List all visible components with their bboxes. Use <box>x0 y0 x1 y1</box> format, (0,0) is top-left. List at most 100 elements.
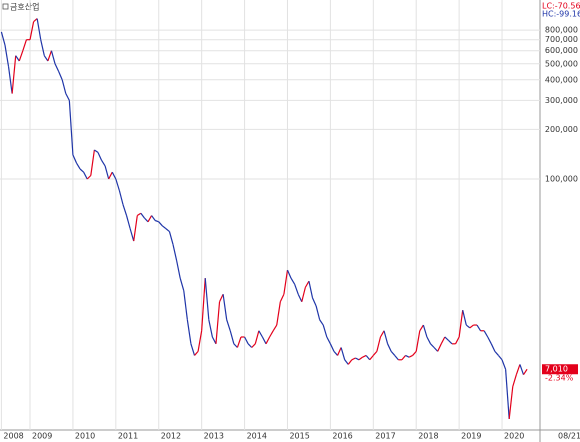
price-segment <box>365 355 371 361</box>
x-tick-label: 2019 <box>461 432 481 441</box>
x-tick-label: 2008 <box>3 432 23 441</box>
x-tick-label: 2011 <box>118 432 138 441</box>
price-segment <box>440 336 446 345</box>
price-segment <box>236 336 242 348</box>
price-segment <box>401 355 406 361</box>
price-segment <box>272 324 278 332</box>
price-segment <box>226 319 231 331</box>
price-segment <box>494 350 499 356</box>
x-tick-label: 2017 <box>375 432 395 441</box>
price-segment <box>351 357 356 361</box>
price-segment <box>261 336 267 345</box>
price-segment <box>4 44 10 67</box>
price-box <box>542 364 578 375</box>
price-segment <box>297 293 303 302</box>
price-segment <box>204 278 210 320</box>
price-segment <box>125 215 131 229</box>
price-segment <box>369 355 374 361</box>
x-end-label: 08/21 <box>558 432 580 441</box>
x-tick-label: 2015 <box>289 432 309 441</box>
price-segment <box>465 324 471 329</box>
lc-label: LC:-70.56 <box>542 2 580 11</box>
price-segment <box>355 357 360 361</box>
price-segment <box>344 359 349 365</box>
price-segment <box>469 324 474 329</box>
price-segment <box>447 339 453 345</box>
price-segment <box>194 350 199 356</box>
price-segment <box>83 171 88 180</box>
price-segment <box>111 171 117 180</box>
price-segment <box>408 354 413 358</box>
price-segment <box>147 215 153 223</box>
price-segment <box>387 343 392 352</box>
price-segment <box>519 364 525 375</box>
price-segment <box>40 39 45 56</box>
y-tick-label: 500,000 <box>545 59 578 68</box>
price-segment <box>498 355 503 361</box>
price-segment <box>29 21 35 40</box>
price-segment <box>419 324 424 332</box>
y-tick-label: 600,000 <box>545 46 578 55</box>
price-segment <box>512 374 517 387</box>
price-segment <box>0 31 6 46</box>
price-segment <box>501 359 507 370</box>
price-segment <box>118 190 124 205</box>
price-segment <box>68 100 74 155</box>
price-segment <box>172 244 178 261</box>
price-segment <box>458 310 464 338</box>
price-segment <box>412 350 417 356</box>
price-segment <box>254 330 260 344</box>
price-segment <box>33 18 38 23</box>
price-segment <box>90 149 95 176</box>
price-segment <box>7 66 13 94</box>
price-segment <box>233 343 238 348</box>
price-segment <box>79 168 85 173</box>
price-segment <box>487 336 492 345</box>
price-segment <box>476 324 482 332</box>
price-segment <box>362 354 367 358</box>
price-segment <box>11 55 17 94</box>
price-segment <box>22 39 28 51</box>
change-label: -2.34% <box>545 374 574 383</box>
price-segment <box>265 336 271 345</box>
price-segment <box>43 55 49 62</box>
price-segment <box>61 79 67 94</box>
y-tick-label: 800,000 <box>545 26 578 35</box>
price-segment <box>279 293 285 302</box>
price-segment <box>54 63 60 72</box>
x-tick-label: 2010 <box>75 432 95 441</box>
price-segment <box>151 215 156 221</box>
price-segment <box>208 319 213 338</box>
price-segment <box>383 330 389 344</box>
price-segment <box>86 175 92 180</box>
price-segment <box>462 310 467 326</box>
x-tick-label: 2018 <box>418 432 438 441</box>
x-tick-label: 2014 <box>247 432 267 441</box>
y-tick-label: 200,000 <box>545 125 578 134</box>
price-segment <box>179 278 185 291</box>
price-segment <box>104 165 110 180</box>
price-segment <box>433 347 439 352</box>
price-segment <box>426 336 432 345</box>
x-tick-label: 2013 <box>204 432 224 441</box>
price-segment <box>508 386 514 420</box>
x-tick-label: 2020 <box>504 432 524 441</box>
price-segment <box>136 212 142 217</box>
price-segment <box>58 71 63 80</box>
price-segment <box>218 293 224 302</box>
price-segment <box>505 369 510 420</box>
price-segment <box>311 297 317 307</box>
price-segment <box>50 50 56 64</box>
price-segment <box>47 50 53 62</box>
price-segment <box>333 350 338 356</box>
price-segment <box>201 278 206 331</box>
price-segment <box>437 343 442 352</box>
price-segment <box>258 330 263 338</box>
price-segment <box>165 228 170 232</box>
price-segment <box>158 221 163 227</box>
price-segment <box>108 171 113 180</box>
price-segment <box>522 368 528 375</box>
